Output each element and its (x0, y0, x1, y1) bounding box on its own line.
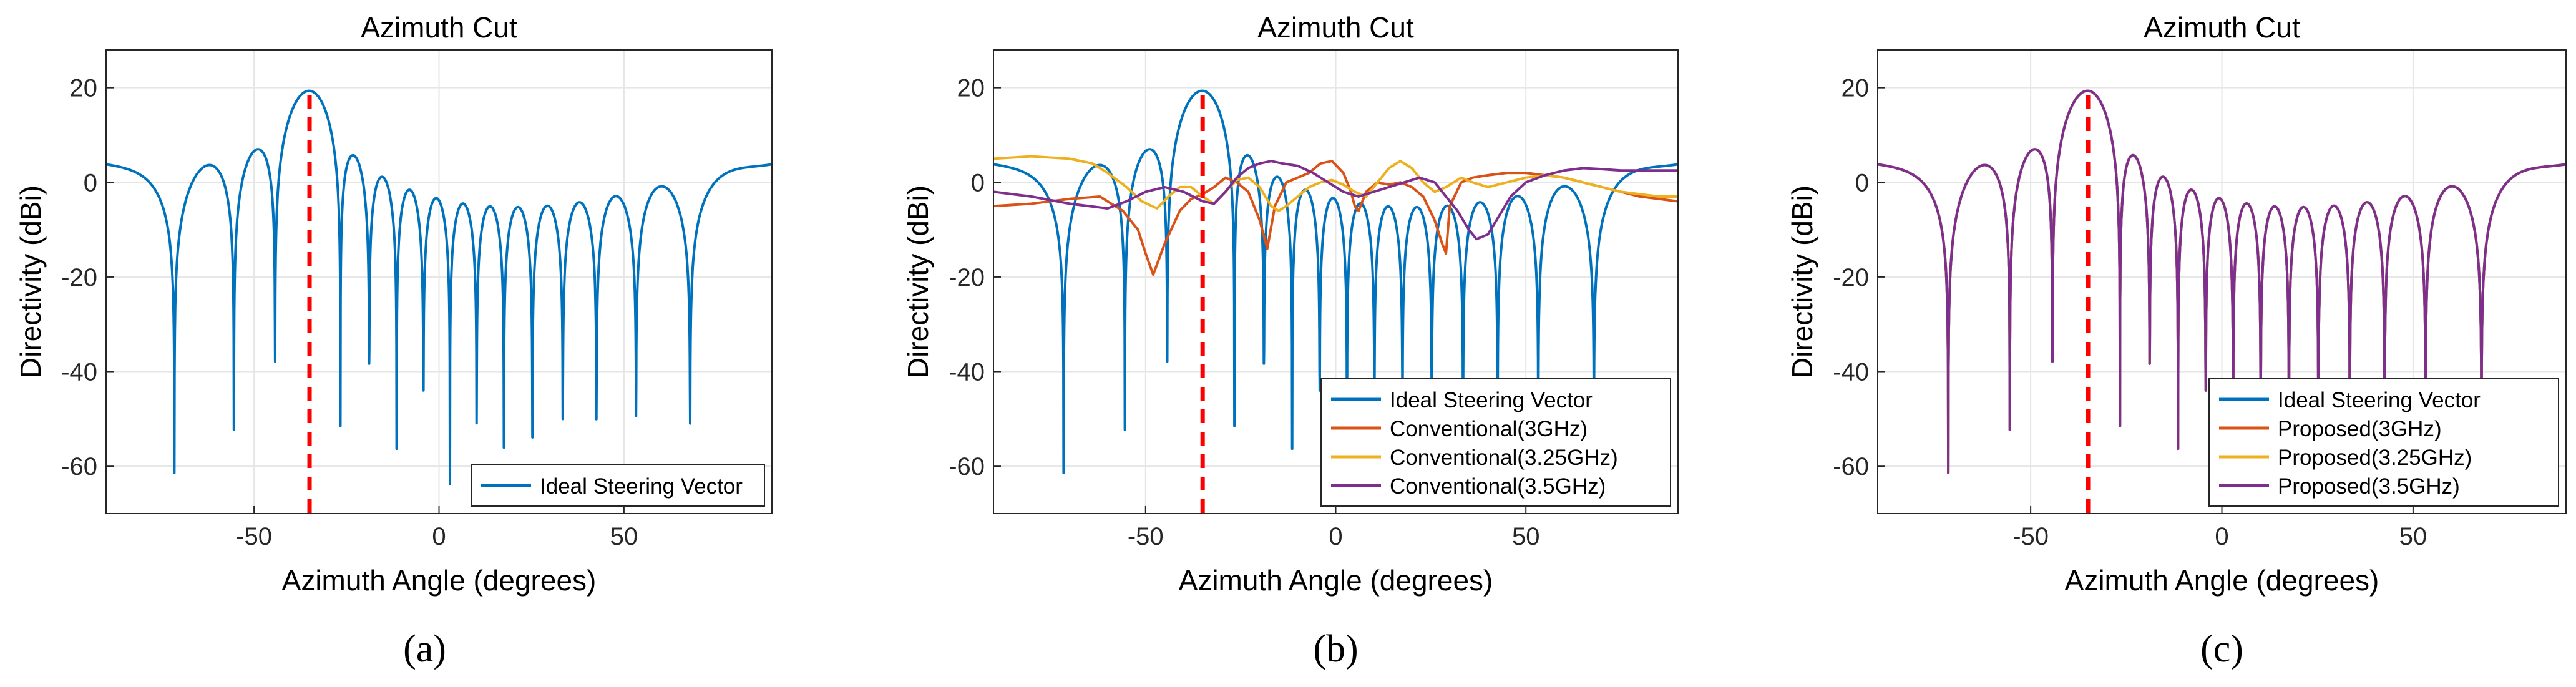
x-tick-label: -50 (2012, 523, 2049, 550)
y-tick-label: 20 (957, 75, 985, 102)
y-axis-label: Directivity (dBi) (902, 185, 934, 378)
x-tick-label: 50 (2399, 523, 2427, 550)
y-tick-label: 0 (971, 169, 985, 197)
panel-caption: (a) (403, 628, 446, 670)
x-axis-label: Azimuth Angle (degrees) (2065, 564, 2379, 597)
legend: Ideal Steering Vector Conventional(3GHz) C… (1320, 378, 1671, 507)
legend-label: Conventional(3.5GHz) (1390, 474, 1606, 499)
y-tick-label: -60 (949, 453, 985, 480)
x-axis-label: Azimuth Angle (degrees) (1179, 564, 1493, 597)
x-axis-label: Azimuth Angle (degrees) (282, 564, 597, 597)
legend: Ideal Steering Vector Proposed(3GHz) Propo… (2208, 378, 2559, 507)
y-tick-label: 20 (70, 75, 98, 102)
x-tick-label: 0 (432, 523, 446, 550)
legend-label: Proposed(3GHz) (2278, 417, 2442, 441)
x-tick-label: -50 (1128, 523, 1164, 550)
legend-label: Ideal Steering Vector (2278, 388, 2481, 412)
y-tick-label: 20 (1842, 75, 1870, 102)
series-line-0 (106, 89, 772, 485)
chart-panel-b: -50 0 50 -60 -40 -20 0 20 Azimuth Cut Azimuth Ang… (902, 11, 1679, 670)
y-tick-label: -20 (61, 264, 97, 291)
y-tick-label: 0 (84, 169, 97, 197)
y-tick-label: -40 (1833, 359, 1869, 386)
series-group (993, 89, 1678, 485)
legend-label: Ideal Steering Vector (1390, 388, 1593, 412)
series-line-0 (993, 89, 1678, 485)
legend-label: Proposed(3.25GHz) (2278, 446, 2472, 470)
x-tick-label: 0 (1329, 523, 1342, 550)
x-tick-label: 50 (1512, 523, 1540, 550)
chart-panel-a: -50 0 50 -60 -40 -20 0 20 Azimuth Cut Azimuth Ang… (14, 11, 773, 670)
series-line-3 (1878, 89, 2566, 485)
y-tick-label: -60 (1833, 453, 1869, 480)
y-axis-label: Directivity (dBi) (1786, 185, 1818, 378)
series-line-1 (993, 160, 1678, 276)
panel-caption: (c) (2200, 628, 2243, 670)
x-tick-label: 0 (2215, 523, 2228, 550)
chart-title: Azimuth Cut (1257, 11, 1414, 44)
series-group (1878, 89, 2566, 485)
series-line-2 (993, 155, 1678, 212)
y-tick-label: -60 (61, 453, 97, 480)
y-axis-label: Directivity (dBi) (14, 185, 47, 378)
y-tick-label: -20 (1833, 264, 1869, 291)
chart-title: Azimuth Cut (361, 11, 517, 44)
x-tick-label: 50 (610, 523, 638, 550)
panel-caption: (b) (1313, 628, 1358, 670)
x-tick-label: -50 (236, 523, 272, 550)
series-line-3 (993, 160, 1678, 241)
series-group (106, 89, 772, 485)
legend-label: Conventional(3GHz) (1390, 417, 1588, 441)
legend: Ideal Steering Vector (471, 464, 765, 507)
legend-label: Ideal Steering Vector (540, 474, 743, 499)
chart-title: Azimuth Cut (2144, 11, 2300, 44)
legend-label: Conventional(3.25GHz) (1390, 446, 1618, 470)
chart-panel-c: -50 0 50 -60 -40 -20 0 20 Azimuth Cut Azimuth Ang… (1786, 11, 2567, 670)
y-tick-label: 0 (1855, 169, 1869, 197)
y-tick-label: -40 (949, 359, 985, 386)
y-tick-label: -20 (949, 264, 985, 291)
y-tick-label: -40 (61, 359, 97, 386)
legend-label: Proposed(3.5GHz) (2278, 474, 2460, 499)
